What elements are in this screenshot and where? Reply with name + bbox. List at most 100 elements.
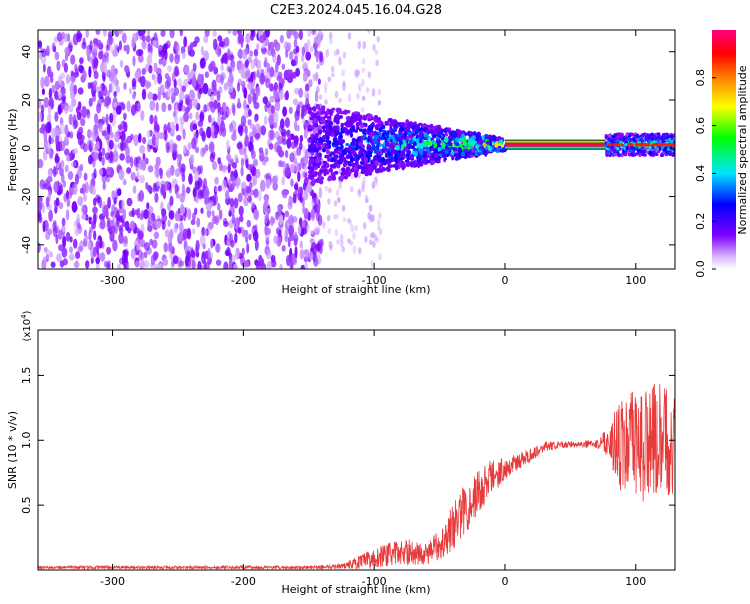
spectrogram-cell <box>239 215 244 223</box>
spectrogram-cell <box>360 107 365 113</box>
spectrogram-cell <box>437 139 442 145</box>
spectrogram-cell <box>67 171 74 180</box>
spectrogram-cell <box>333 142 339 147</box>
spectrogram-cell <box>131 77 137 88</box>
spectrogram-cell <box>287 201 293 210</box>
spectrogram-cell <box>153 62 158 73</box>
spectrogram-cell <box>68 113 74 126</box>
spectrogram-cell <box>624 142 628 147</box>
spectrogram-cell <box>422 154 427 159</box>
spectrogram-cell <box>66 198 71 208</box>
spectrogram-cell <box>277 71 283 80</box>
spectrogram-cell <box>199 111 204 121</box>
spectrogram-cell <box>229 205 235 216</box>
spectrogram-cell <box>456 153 460 158</box>
spectrogram-cell <box>624 140 629 144</box>
spectrogram-cell <box>293 258 297 266</box>
spectrogram-cell <box>121 32 127 44</box>
spectrogram-cell <box>310 242 317 251</box>
spectrogram-cell <box>245 186 252 194</box>
spectrogram-cell <box>146 130 151 139</box>
spectrogram-cell <box>326 154 330 160</box>
spectrogram-cell <box>245 68 251 76</box>
spectrogram-cell <box>233 197 239 209</box>
spectrogram-cell <box>438 150 443 154</box>
spectrogram-cell <box>138 133 142 143</box>
spectrogram-cell <box>224 189 230 200</box>
spectrogram-cell <box>154 192 159 203</box>
spectrogram-cell <box>50 261 56 268</box>
spectrogram-cell <box>167 103 172 111</box>
spectrogram-cell <box>169 121 175 129</box>
spectrogram-cell <box>144 79 150 90</box>
spectrogram-cell <box>119 257 125 265</box>
spectrogram-cell <box>167 87 171 98</box>
spectrogram-cell <box>95 194 101 201</box>
spectrogram-cell <box>417 127 423 132</box>
spectrogram-cell <box>163 123 168 135</box>
spectrogram-cell <box>46 45 50 57</box>
spectrogram-cell <box>228 185 232 193</box>
spectrogram-cell <box>344 169 349 174</box>
spectrogram-cell <box>640 146 644 150</box>
spectrogram-cell <box>274 41 281 52</box>
spectrogram-cell <box>364 157 368 163</box>
spectrogram-cell <box>458 130 462 137</box>
spectrogram-cell <box>143 260 150 268</box>
spectrogram-cell <box>88 154 93 165</box>
spectrogram-cell <box>610 138 615 143</box>
spectrogram-cell <box>157 73 163 85</box>
spectrogram-cell <box>52 165 57 178</box>
spectrogram-cell <box>328 167 333 173</box>
spectrogram-cell <box>315 50 319 63</box>
spectrogram-cell <box>409 153 414 159</box>
spectrogram-cell <box>38 201 43 213</box>
spectrogram-cell <box>293 193 297 204</box>
spectrogram-cell <box>179 30 184 37</box>
spectrogram-cell <box>250 30 254 36</box>
spectrogram-cell <box>341 156 347 162</box>
spectrogram-cell <box>229 197 235 208</box>
spectrogram-cell <box>93 230 97 241</box>
spectrogram-cell <box>367 113 373 120</box>
spectrogram-cell <box>214 176 219 185</box>
spectrogram-cell <box>280 118 285 130</box>
spectrogram-cell <box>257 59 262 72</box>
spectrogram-cell <box>643 153 647 157</box>
spectrogram-cell <box>375 59 380 67</box>
spectrogram-cell <box>192 212 196 222</box>
spectrogram-cell <box>651 137 655 141</box>
spectrogram-cell <box>218 126 223 136</box>
spectrogram-cell <box>38 158 44 169</box>
spectrogram-cell <box>229 122 234 133</box>
spectrogram-cell <box>41 203 46 214</box>
spectrogram-cell <box>187 142 192 150</box>
spectrogram-cell <box>606 150 610 154</box>
spectrogram-cell <box>217 203 221 211</box>
spectrogram-cell <box>255 86 261 97</box>
spectrogram-cell <box>333 200 338 207</box>
spectrogram-cell <box>133 156 138 167</box>
spectrogram-cell <box>262 76 267 83</box>
spectrogram-cell <box>338 131 343 136</box>
spectrogram-cell <box>96 250 100 260</box>
spectrogram-cell <box>406 135 410 141</box>
spectrogram-cell <box>357 40 362 50</box>
spectrogram-cell <box>143 209 149 220</box>
y-tick-label: -40 <box>20 236 33 254</box>
spectrogram-cell <box>346 123 352 128</box>
spectrogram-cell <box>338 115 344 119</box>
spectrogram-cell <box>281 138 288 145</box>
spectrogram-cell <box>327 115 332 119</box>
spectrogram-cell <box>126 44 130 55</box>
spectrogram-cell <box>306 182 312 193</box>
spectrogram-cell <box>117 30 124 35</box>
spectrogram-cell <box>246 173 252 182</box>
spectrogram-cell <box>327 198 331 205</box>
spectrogram-cell <box>279 34 284 44</box>
spectrogram-cell <box>325 49 330 58</box>
spectrogram-cell <box>112 239 118 252</box>
spectrogram-cell <box>265 100 271 108</box>
spectrogram-cell <box>189 122 195 132</box>
spectrogram-cell <box>207 247 211 260</box>
